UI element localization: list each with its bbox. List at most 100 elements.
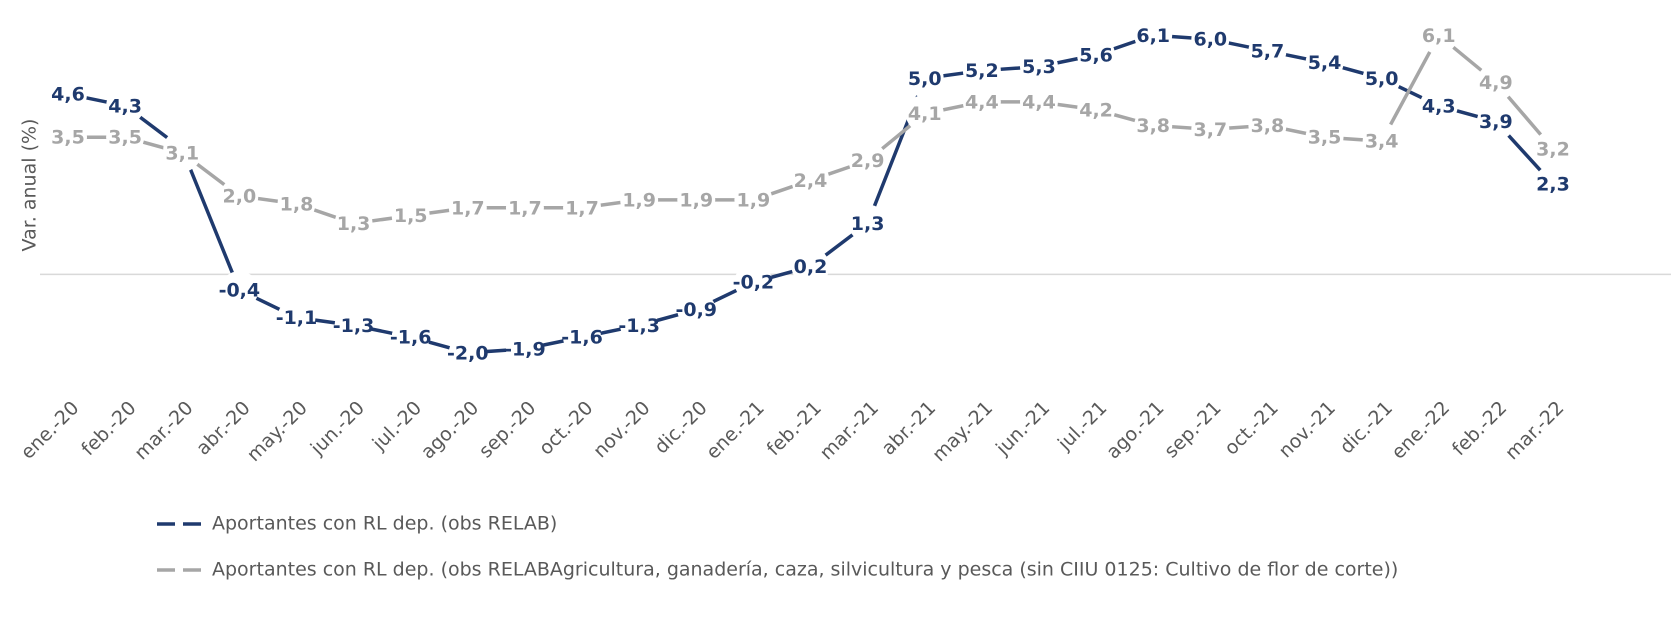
data-label: 1,5 (394, 205, 428, 227)
data-label: 2,9 (851, 150, 885, 172)
data-label-marker (1248, 31, 1287, 70)
data-label: 4,3 (1422, 95, 1456, 117)
data-label: -1,3 (618, 315, 660, 337)
data-label: 3,5 (108, 127, 142, 149)
data-label: 2,0 (223, 186, 257, 208)
data-label-marker (391, 318, 430, 357)
data-label-marker (677, 290, 716, 329)
x-tick-label: ene.-21 (702, 397, 769, 464)
data-label: 3,5 (51, 127, 85, 149)
x-tick-label: sep.-21 (1160, 397, 1226, 463)
data-label: 1,3 (851, 213, 885, 235)
data-label-marker (448, 333, 487, 372)
data-label: 0,2 (794, 256, 828, 278)
data-label-marker (563, 318, 602, 357)
data-label-marker (848, 141, 887, 180)
data-label: 1,8 (280, 193, 314, 215)
data-label-marker (1134, 16, 1173, 55)
x-tick-label: ene.-22 (1387, 397, 1454, 464)
data-label-marker (334, 306, 373, 345)
data-label: 5,2 (965, 60, 999, 82)
data-label-marker (505, 329, 544, 368)
x-tick-label: mar.-21 (816, 397, 883, 464)
data-label-marker (905, 59, 944, 98)
data-label-marker (277, 184, 316, 223)
data-label: 6,1 (1136, 25, 1170, 47)
data-label: -1,1 (276, 307, 318, 329)
data-label: 3,9 (1479, 111, 1513, 133)
x-tick-label: may.-21 (928, 397, 997, 466)
data-label-marker (1191, 110, 1230, 149)
data-label: 1,7 (508, 197, 542, 219)
data-label: 2,4 (794, 170, 828, 192)
data-label: 5,3 (1022, 56, 1056, 78)
data-label: 5,4 (1308, 52, 1342, 74)
data-label-marker (49, 75, 87, 114)
data-label-marker (962, 82, 1001, 121)
data-label-marker (1419, 16, 1458, 55)
data-label: -1,9 (504, 338, 546, 360)
data-label: 5,0 (1365, 68, 1399, 90)
data-label: 5,6 (1079, 44, 1113, 66)
data-label-marker (391, 196, 430, 235)
x-tick-label: nov.-21 (1275, 397, 1340, 462)
data-label: -2,0 (447, 342, 489, 364)
data-label-marker (1019, 47, 1058, 86)
data-label-marker (791, 161, 830, 200)
x-tick-label: ago.-20 (417, 397, 484, 464)
data-label: 4,6 (51, 84, 85, 106)
data-label: 1,7 (451, 197, 485, 219)
data-label-marker (1019, 82, 1058, 121)
data-label-marker (334, 204, 373, 243)
data-label: -0,2 (733, 272, 775, 294)
data-label-marker (563, 188, 602, 227)
data-label-marker (106, 118, 145, 157)
data-label: 5,0 (908, 68, 942, 90)
data-label: 4,9 (1479, 72, 1513, 94)
data-label: 4,1 (908, 103, 942, 125)
data-label: 1,9 (737, 189, 771, 211)
legend-label: Aportantes con RL dep. (obs RELAB) (212, 513, 557, 535)
data-label: -1,6 (390, 327, 432, 349)
x-tick-label: may.-20 (243, 397, 312, 466)
data-label-marker (1476, 102, 1515, 141)
data-label: -1,3 (333, 315, 375, 337)
data-label: 1,9 (679, 189, 713, 211)
data-label-marker (1248, 106, 1287, 145)
x-tick-label: mar.-22 (1501, 397, 1568, 464)
x-tick-label: jun.-20 (306, 397, 369, 460)
data-label: 6,0 (1193, 29, 1227, 51)
data-label-marker (791, 247, 830, 286)
data-label: 4,3 (108, 95, 142, 117)
data-label: -1,6 (561, 327, 603, 349)
data-label-marker (1419, 86, 1458, 125)
data-label: 1,3 (337, 213, 371, 235)
data-label: 3,4 (1365, 131, 1399, 153)
data-label-marker (677, 180, 716, 219)
data-label-marker (1476, 63, 1515, 102)
data-label-marker (220, 271, 259, 310)
data-label-marker (220, 177, 259, 215)
legend-label: Aportantes con RL dep. (obs RELABAgricul… (212, 559, 1398, 581)
x-tick-label: oct.-20 (535, 397, 598, 460)
data-label-marker (1305, 118, 1344, 157)
data-label-marker (1362, 59, 1401, 98)
data-label: 3,1 (165, 142, 199, 164)
data-label-marker (848, 204, 887, 243)
data-label: 3,5 (1308, 127, 1342, 149)
data-label-marker (1534, 129, 1572, 168)
data-label-marker (505, 188, 544, 227)
data-label: 3,8 (1136, 115, 1170, 137)
data-label-marker (1191, 20, 1230, 59)
data-label-marker (448, 188, 487, 227)
data-label-marker (620, 180, 659, 219)
data-label: 2,3 (1536, 174, 1570, 196)
x-tick-label: ene.-20 (17, 397, 84, 464)
data-label: 3,8 (1251, 115, 1285, 137)
x-tick-label: jun.-21 (991, 397, 1054, 460)
data-label-marker (49, 118, 87, 157)
data-label: 5,7 (1251, 40, 1285, 62)
data-label: -0,4 (219, 280, 261, 302)
data-label: 4,4 (965, 91, 999, 113)
data-label-marker (106, 86, 145, 125)
